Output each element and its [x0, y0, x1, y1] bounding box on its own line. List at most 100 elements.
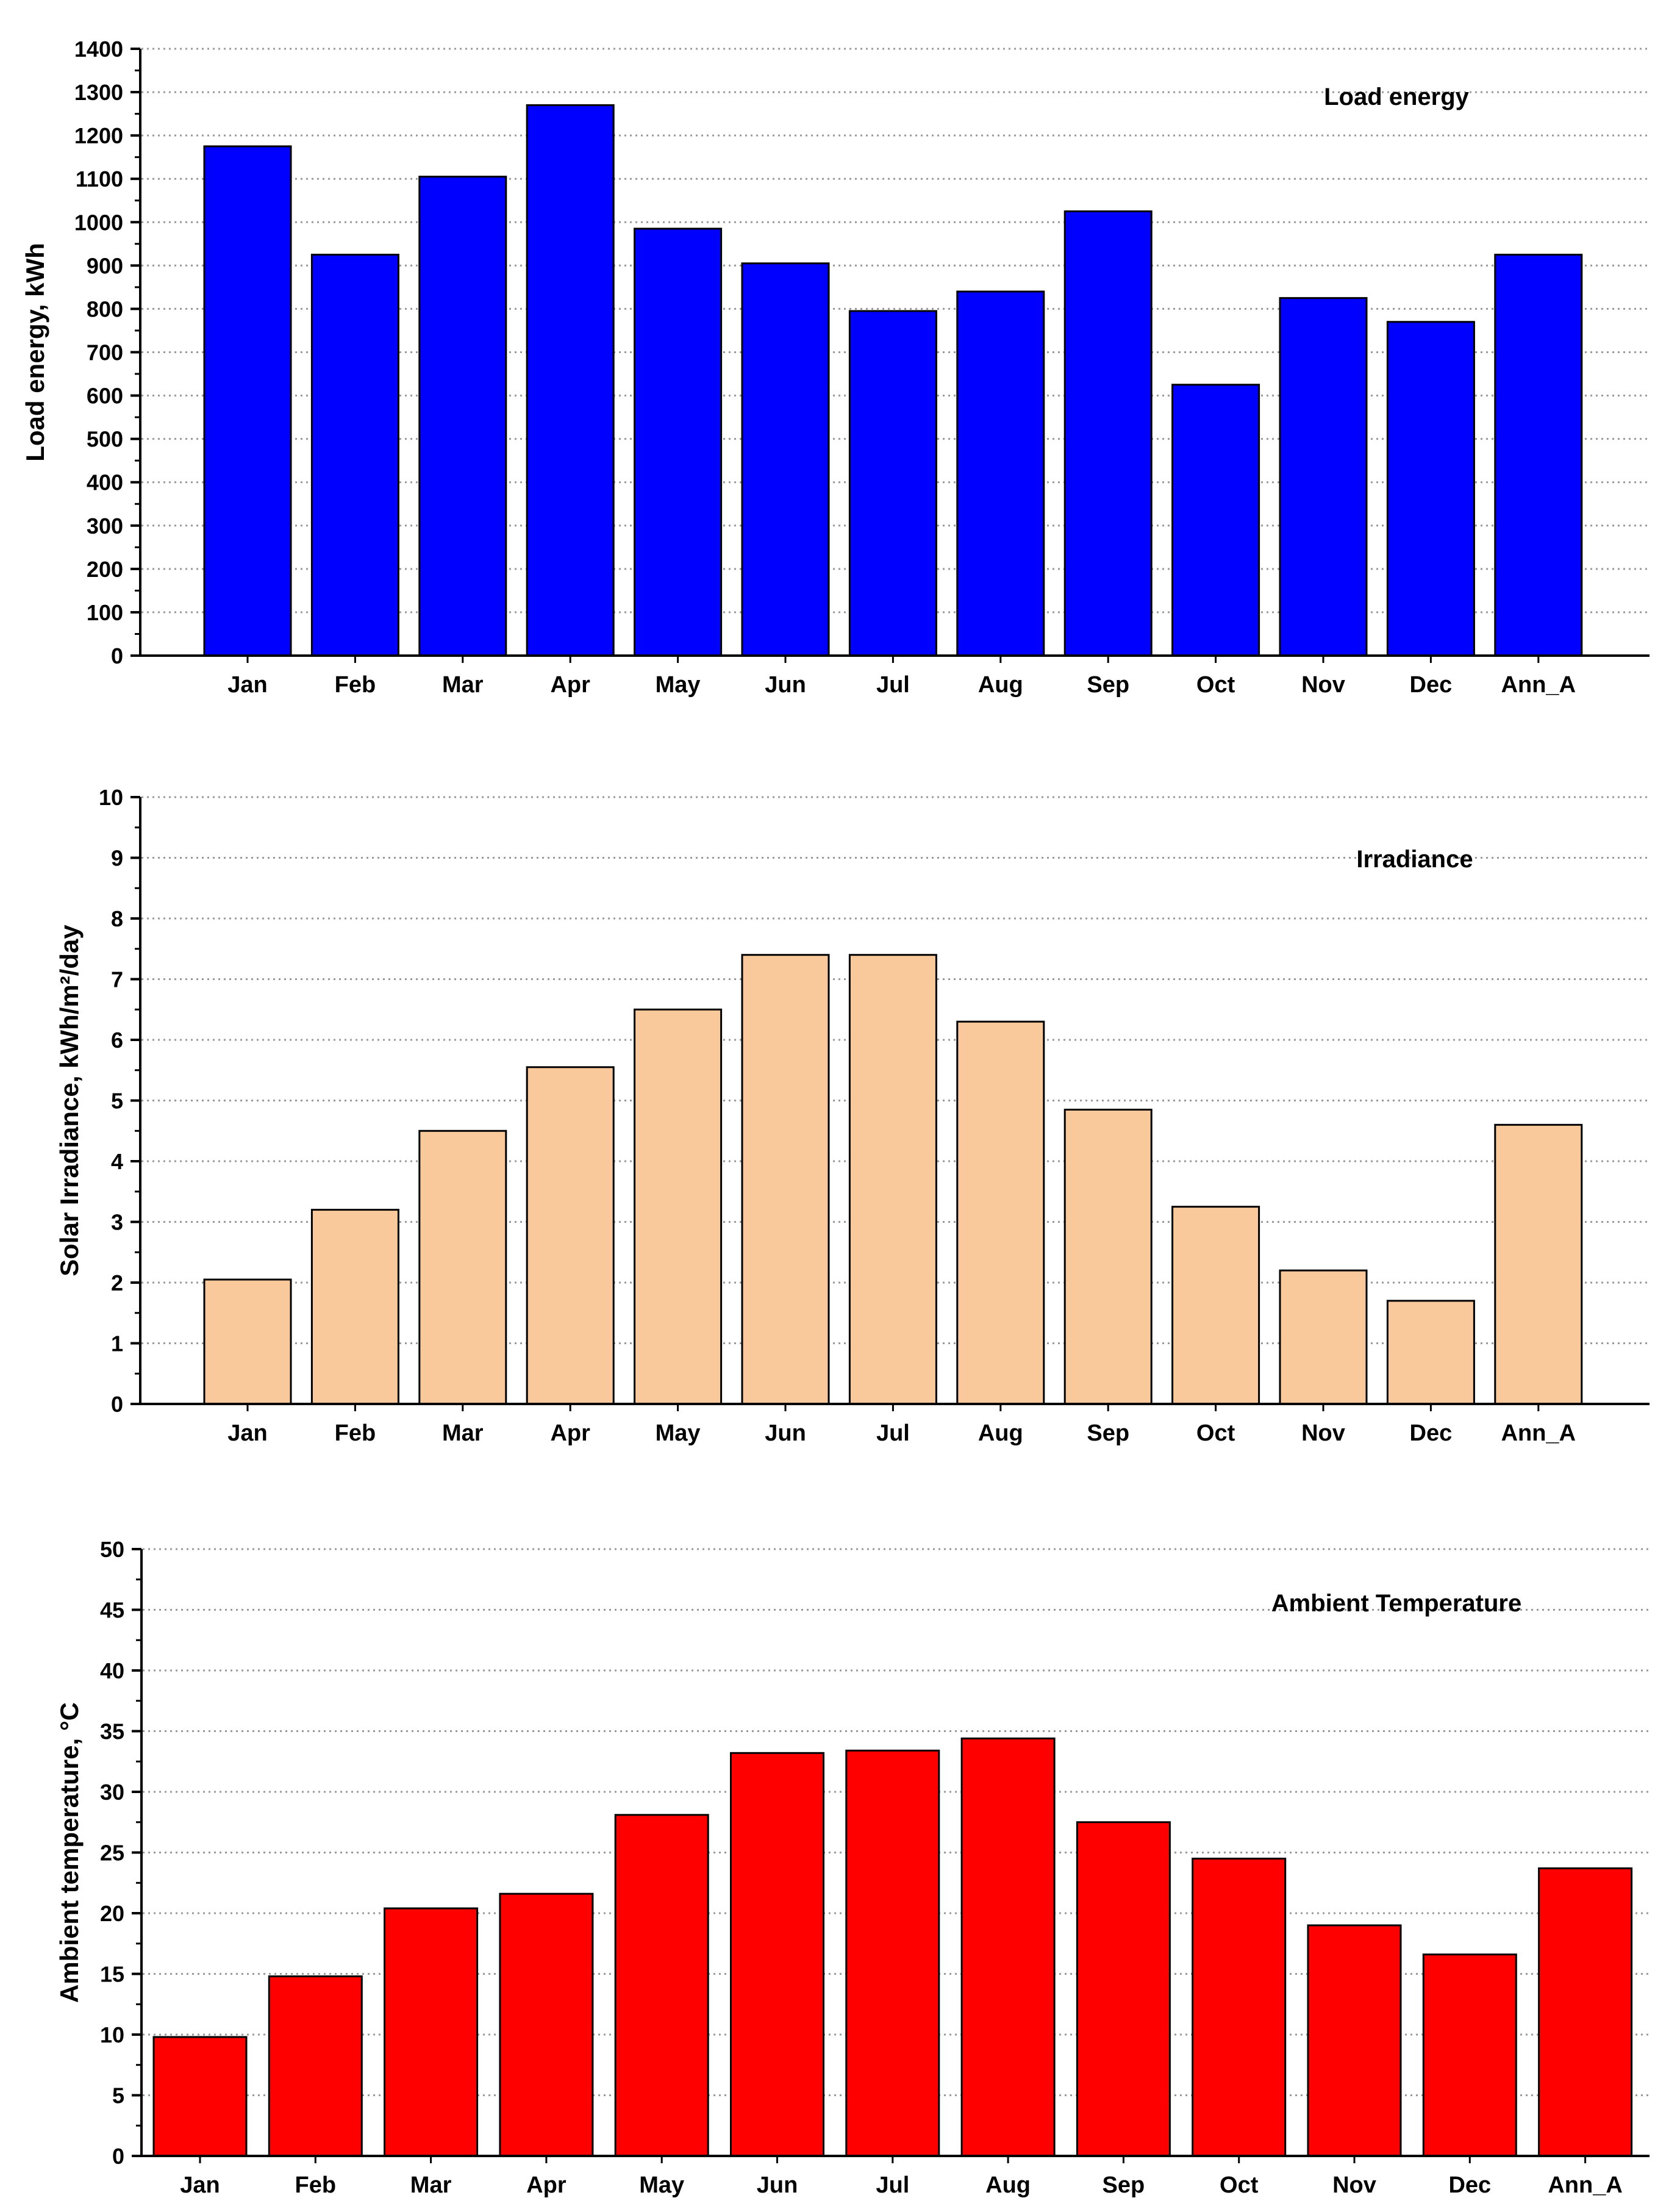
x-tick-label: Feb — [335, 672, 376, 698]
y-tick-label: 300 — [87, 514, 123, 539]
y-tick-label: 35 — [100, 1719, 124, 1744]
y-tick-label: 6 — [111, 1028, 123, 1053]
y-tick-label: 5 — [111, 1089, 123, 1114]
y-tick-label: 1 — [111, 1331, 123, 1356]
chart-title: Irradiance — [1356, 846, 1473, 873]
x-tick-label: Sep — [1087, 1420, 1129, 1446]
x-tick-label: Dec — [1410, 672, 1453, 698]
bar-ann-a — [1494, 1123, 1583, 1405]
bar-jun — [730, 1752, 824, 2157]
x-tick-label: Mar — [410, 2172, 452, 2198]
chart-title: Ambient Temperature — [1271, 1590, 1521, 1617]
bar-feb — [310, 254, 399, 657]
x-tick-label: Oct — [1196, 672, 1235, 698]
y-tick-label: 9 — [111, 846, 123, 871]
bar-ann-a — [1538, 1867, 1633, 2157]
y-tick-label: 1000 — [74, 210, 123, 235]
bar-dec — [1422, 1953, 1517, 2157]
y-tick-label: 45 — [100, 1598, 124, 1623]
x-tick-label: Jul — [876, 2172, 909, 2198]
y-tick-label: 10 — [100, 2022, 124, 2047]
y-tick-label: 400 — [87, 470, 123, 495]
x-tick-label: Jan — [180, 2172, 220, 2198]
bar-oct — [1171, 384, 1260, 657]
y-tick-label: 1400 — [74, 37, 123, 62]
bar-mar — [418, 176, 507, 657]
bar-jun — [741, 262, 830, 657]
x-tick-label: Feb — [335, 1420, 376, 1446]
x-tick-label: Mar — [442, 672, 484, 698]
x-tick-label: Feb — [295, 2172, 337, 2198]
x-tick-label: Dec — [1448, 2172, 1491, 2198]
x-tick-label: Sep — [1087, 672, 1129, 698]
y-tick-label: 8 — [111, 906, 123, 931]
y-tick-label: 0 — [111, 1392, 123, 1417]
x-tick-label: May — [656, 672, 701, 698]
bar-nov — [1279, 1269, 1368, 1405]
x-tick-label: Oct — [1196, 1420, 1235, 1446]
x-tick-label: Ann_A — [1501, 1420, 1576, 1446]
y-tick-label: 3 — [111, 1210, 123, 1235]
bar-oct — [1171, 1206, 1260, 1405]
bar-dec — [1386, 1300, 1475, 1405]
x-tick-label: Apr — [550, 1420, 590, 1446]
y-axis-label: Load energy, kWh — [21, 243, 49, 462]
y-tick-label: 50 — [100, 1537, 124, 1562]
y-tick-label: 1300 — [74, 80, 123, 105]
y-tick-label: 20 — [100, 1901, 124, 1926]
x-tick-label: Ann_A — [1548, 2172, 1622, 2198]
bar-jul — [845, 1749, 940, 2157]
x-tick-label: Ann_A — [1501, 672, 1576, 698]
x-tick-label: Jun — [765, 672, 806, 698]
x-tick-label: Apr — [526, 2172, 567, 2198]
y-tick-label: 25 — [100, 1841, 124, 1866]
y-tick-label: 5 — [112, 2083, 124, 2108]
x-tick-label: Aug — [978, 672, 1023, 698]
chart-title: Load energy — [1324, 84, 1470, 110]
x-tick-label: Jun — [757, 2172, 798, 2198]
bar-jul — [848, 954, 937, 1405]
chart-panel-3: 0 5 10 15 20 25 30 35 40 45 50 Jan Feb Mar Apr May Jun Ju… — [55, 1537, 1650, 2198]
bar-nov — [1279, 297, 1368, 657]
y-tick-label: 30 — [100, 1780, 124, 1805]
y-tick-label: 10 — [99, 785, 123, 810]
y-axis-label: Ambient temperature, °C — [55, 1702, 84, 2003]
y-tick-label: 40 — [100, 1658, 124, 1683]
bar-apr — [526, 104, 615, 657]
x-tick-label: Sep — [1103, 2172, 1145, 2198]
x-tick-label: Jan — [227, 672, 267, 698]
bar-oct — [1192, 1857, 1287, 2157]
x-tick-label: Mar — [442, 1420, 484, 1446]
bar-may — [634, 1008, 723, 1405]
bar-dec — [1386, 321, 1475, 657]
chart-panel-1: 0 100 200 300 400 500 600 700 800 900 1000 1100 1200… — [21, 37, 1650, 698]
bar-jun — [741, 954, 830, 1405]
x-tick-label: May — [656, 1420, 701, 1446]
bar-apr — [499, 1892, 594, 2157]
x-tick-label: Jan — [227, 1420, 267, 1446]
bar-nov — [1307, 1924, 1402, 2157]
bar-aug — [960, 1737, 1056, 2157]
bar-mar — [418, 1130, 507, 1405]
bar-apr — [526, 1066, 615, 1405]
x-tick-label: Nov — [1301, 672, 1345, 698]
x-tick-label: Jul — [876, 672, 910, 698]
y-tick-label: 900 — [87, 253, 123, 278]
x-tick-label: Oct — [1220, 2172, 1259, 2198]
y-axis-label: Solar Irradiance, kWh/m²/day — [55, 925, 84, 1276]
bar-jan — [203, 1278, 292, 1405]
y-tick-label: 800 — [87, 296, 123, 321]
y-tick-label: 0 — [111, 643, 123, 668]
x-tick-label: Aug — [978, 1420, 1023, 1446]
bar-may — [634, 227, 723, 657]
y-tick-label: 200 — [87, 557, 123, 582]
bar-jan — [152, 2036, 248, 2157]
bar-aug — [956, 290, 1045, 657]
y-tick-label: 15 — [100, 1962, 124, 1987]
x-tick-label: Jun — [765, 1420, 806, 1446]
x-tick-label: Apr — [550, 672, 590, 698]
x-tick-label: Nov — [1301, 1420, 1345, 1446]
y-tick-label: 600 — [87, 384, 123, 409]
y-tick-label: 7 — [111, 967, 123, 992]
